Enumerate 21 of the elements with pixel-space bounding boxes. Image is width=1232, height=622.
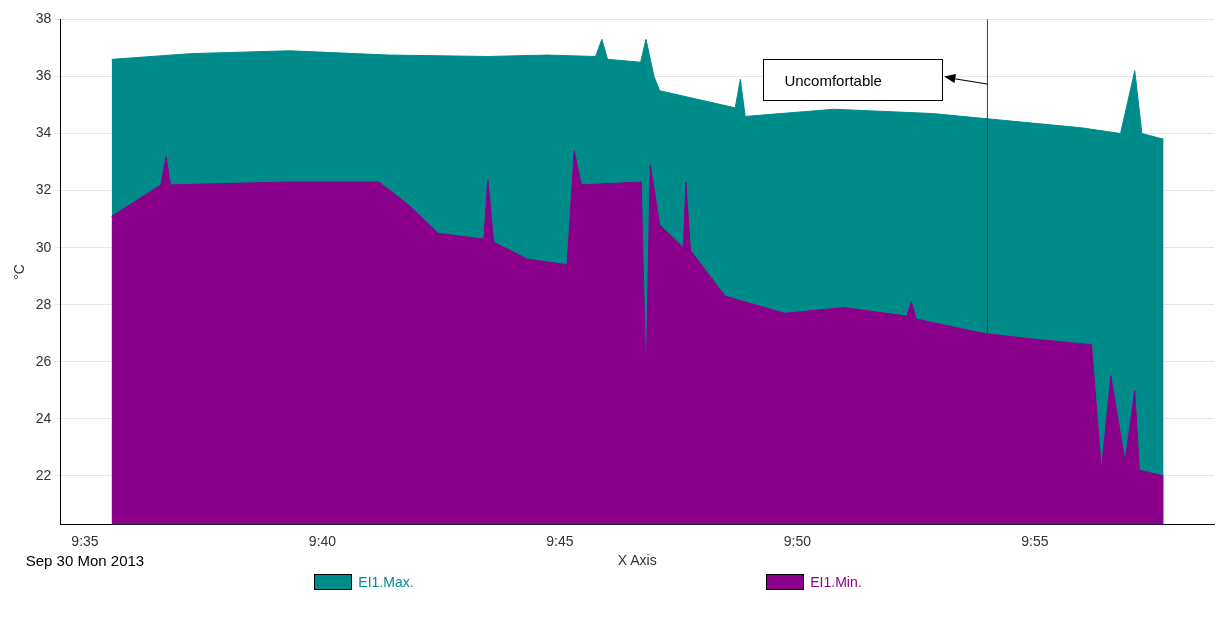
y-tick-label: 28 — [35, 295, 52, 312]
y-axis-title: °C — [11, 264, 28, 280]
annotation: Uncomfortable — [784, 71, 882, 89]
y-tick-label: 38 — [35, 10, 52, 27]
x-tick-label: 9:50 — [783, 532, 812, 549]
x-tick-label: 9:35 — [71, 532, 99, 549]
y-tick-label: 36 — [35, 67, 52, 84]
x-tick-label: 9:45 — [546, 532, 574, 549]
text: Sep 30 Mon 2013 — [25, 552, 145, 570]
legend-label: EI1.Max. — [358, 574, 414, 590]
y-tick-label: 24 — [35, 409, 52, 426]
x-axis-title: X Axis — [617, 552, 657, 569]
y-tick-label: 34 — [35, 124, 52, 141]
x-tick-label: 9:40 — [308, 532, 337, 549]
y-tick-label: 22 — [35, 466, 52, 483]
y-tick-label: 30 — [35, 238, 52, 255]
text: EI1.Min. — [810, 574, 862, 590]
y-tick-label: 32 — [35, 181, 52, 198]
callout-box: Uncomfortable — [763, 59, 944, 101]
y-tick-label: 26 — [35, 352, 52, 369]
x-tick-label: 9:55 — [1021, 532, 1049, 549]
